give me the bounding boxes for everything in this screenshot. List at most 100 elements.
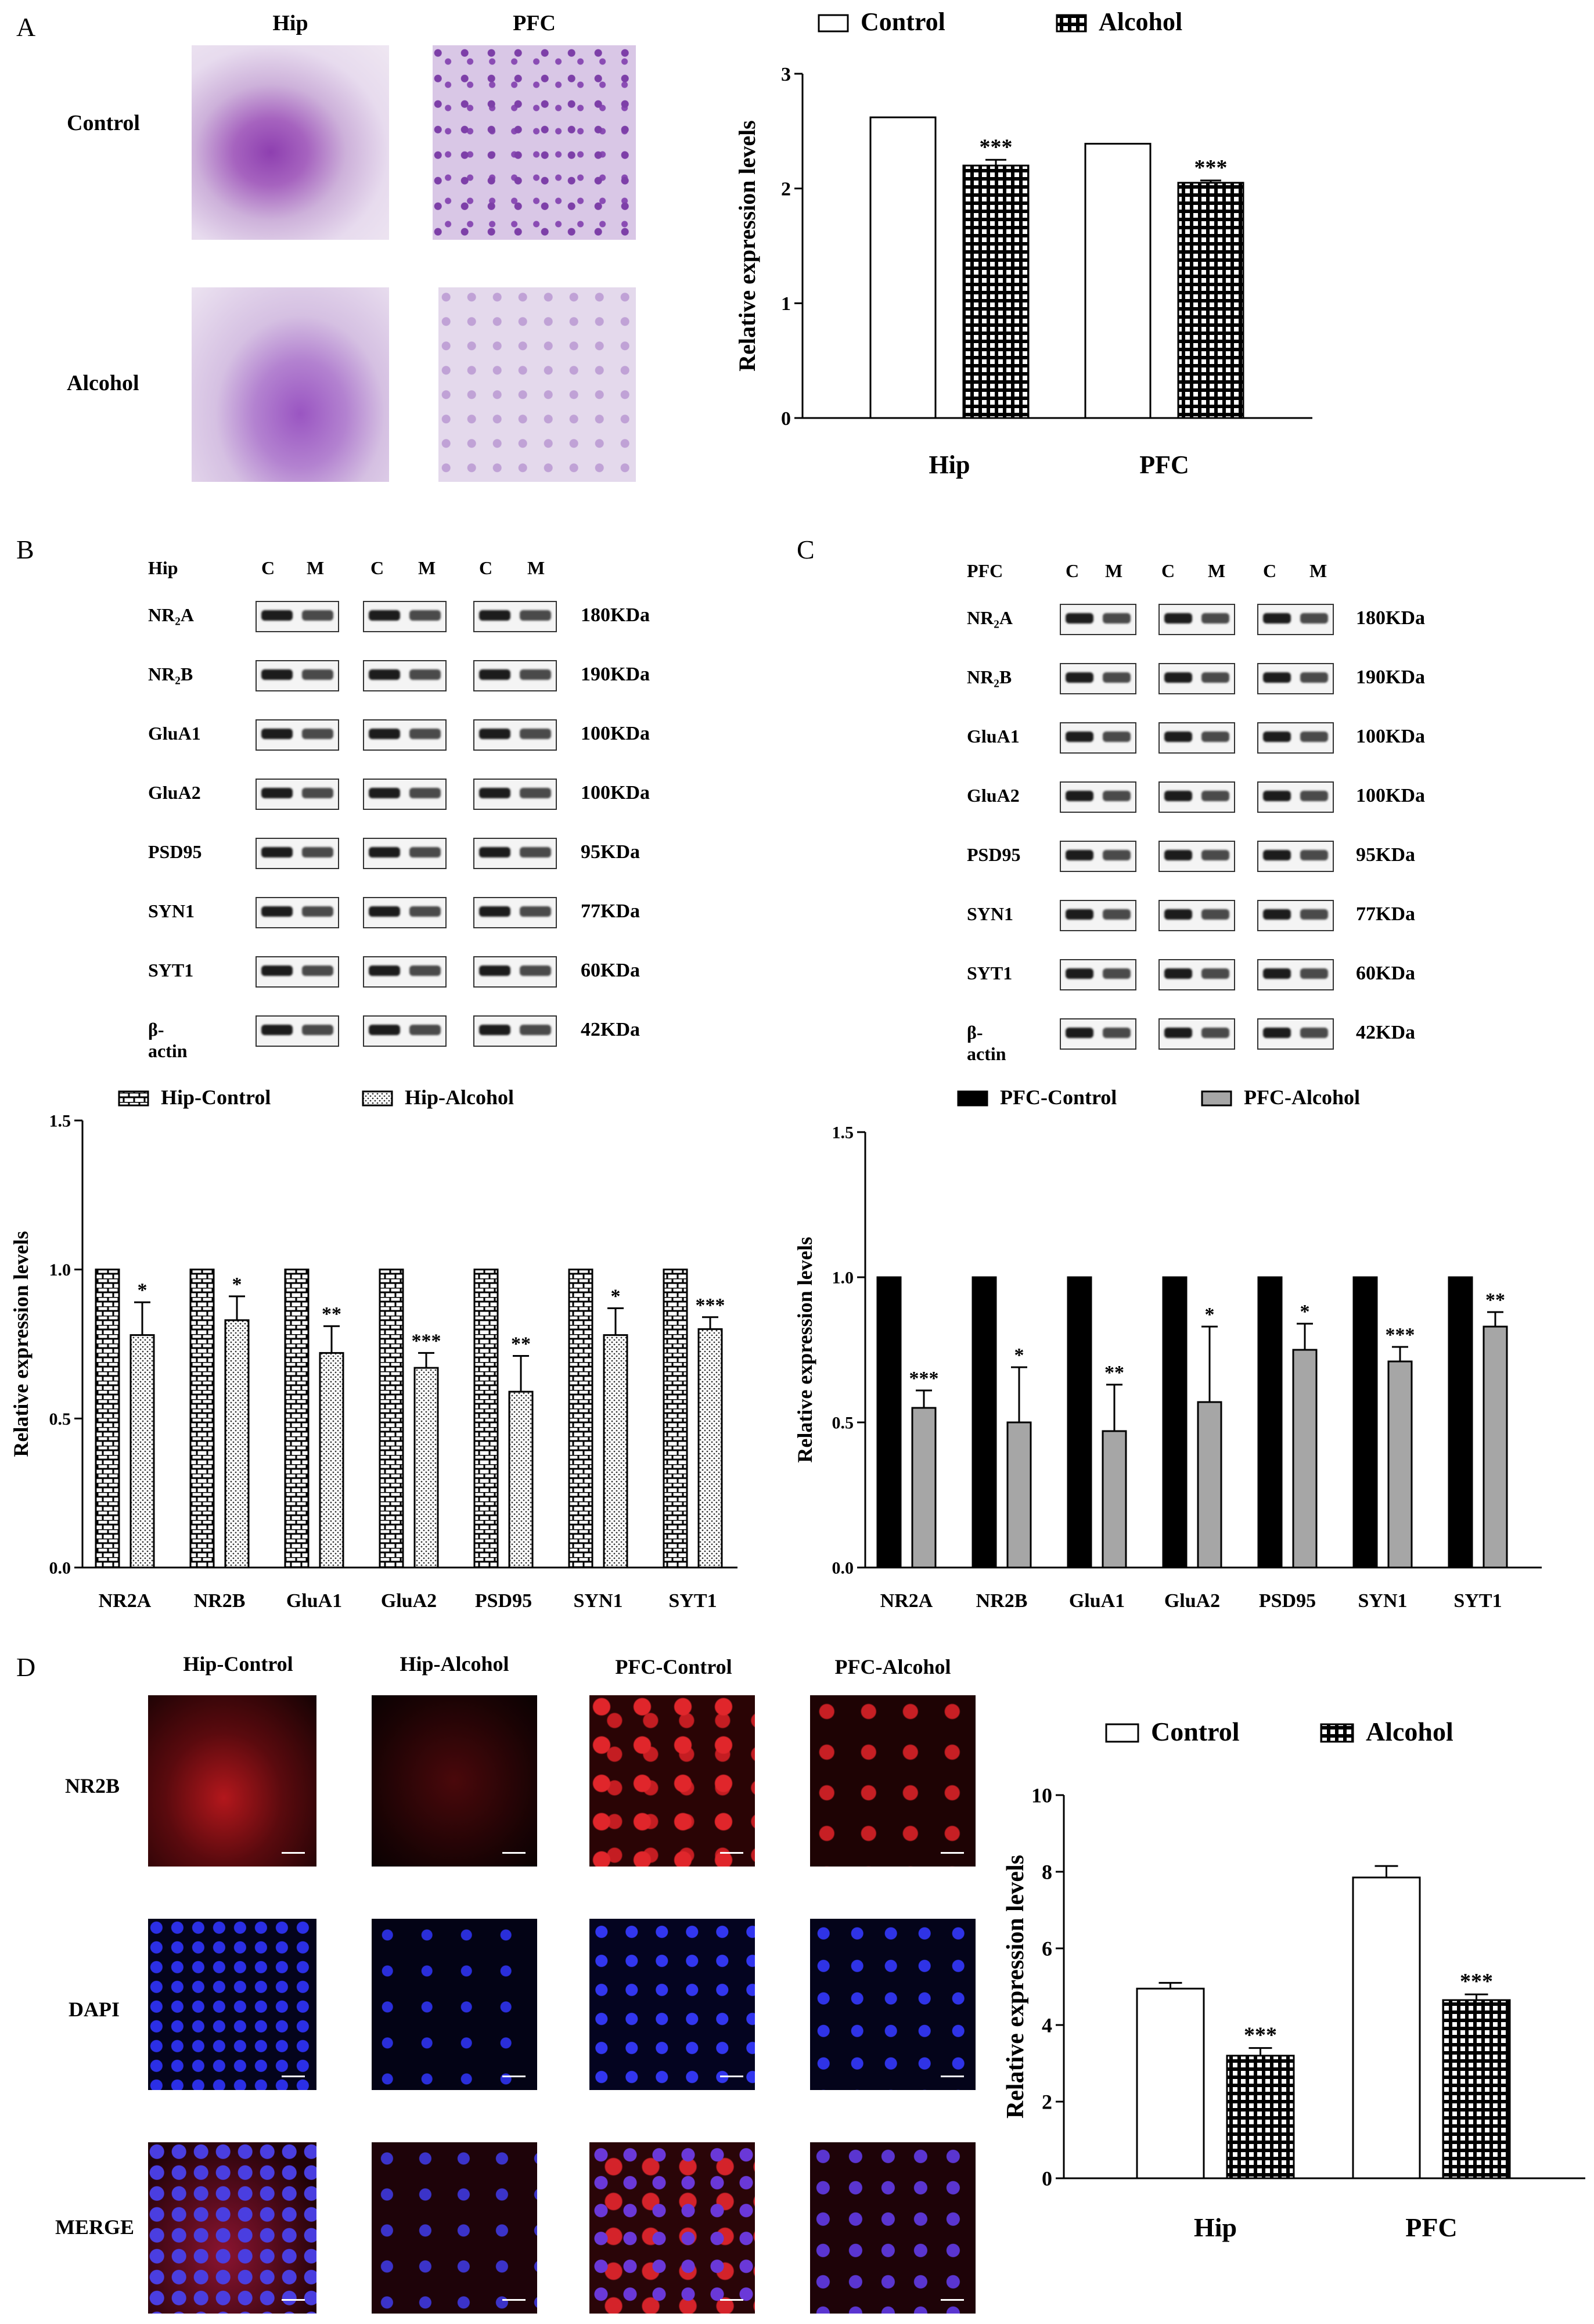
x-tick-label: SYT1 [1453, 1590, 1502, 1612]
blot-band [1164, 850, 1192, 860]
bar-pfc-alcohol [911, 1407, 937, 1569]
x-tick-label: SYT1 [668, 1590, 717, 1612]
blot-band [1201, 968, 1229, 979]
blot-protein-label: PSD95 [967, 844, 1021, 865]
lane-label: M [1105, 560, 1123, 581]
bar-hip-alcohol [603, 1334, 628, 1569]
scale-bar [282, 2076, 305, 2077]
lane-label: C [1066, 560, 1080, 581]
blot-band [1103, 968, 1131, 979]
y-tick-label: 6 [1042, 1937, 1052, 1961]
micrograph-pfc-alcohol [438, 287, 636, 482]
legend-swatch [1201, 1090, 1232, 1107]
row-label-merge: MERGE [55, 2215, 135, 2239]
significance-label: * [1300, 1301, 1310, 1323]
blot-band [261, 906, 293, 917]
blot-strip [1060, 781, 1136, 813]
row-label-alcohol: Alcohol [67, 371, 139, 395]
legend-swatch [362, 1090, 393, 1107]
x-tick-label: NR2A [99, 1590, 152, 1612]
blot-kda-label: 180KDa [581, 604, 650, 626]
bar-pfc-control [1352, 1276, 1378, 1569]
significance-label: *** [909, 1368, 939, 1389]
blot-protein-label: SYT1 [967, 963, 1013, 983]
blot-protein-label: NR₂B [148, 664, 193, 684]
blot-strip [1257, 604, 1334, 635]
blot-band [1263, 909, 1291, 920]
significance-label: * [1205, 1304, 1215, 1325]
lane-label: C [370, 557, 384, 578]
blot-band [1066, 672, 1093, 683]
legend-label: PFC-Alcohol [1244, 1086, 1360, 1109]
blot-strip [1257, 663, 1334, 694]
blot-band [409, 729, 441, 739]
blot-band [520, 1025, 551, 1035]
significance-label: ** [1485, 1289, 1505, 1311]
bar-hip-alcohol [224, 1319, 250, 1569]
y-tick-label: 2 [781, 179, 791, 200]
blot-band [369, 847, 400, 857]
bar-pfc-control [971, 1276, 997, 1569]
blot-strip [1257, 959, 1334, 990]
blot-kda-label: 60KDa [1356, 963, 1415, 984]
bar-hip-control [95, 1269, 120, 1569]
bar-hip-alcohol [129, 1334, 155, 1569]
blot-strip [1257, 841, 1334, 872]
scale-bar [502, 1852, 526, 1854]
blot-band [1201, 909, 1229, 920]
blot-band [261, 788, 293, 798]
blot-band [1263, 850, 1291, 860]
blot-band [1300, 968, 1328, 979]
x-tick-label: SYN1 [573, 1590, 623, 1612]
col-header-hip: Hip [272, 11, 308, 35]
blot-protein-label: SYN1 [967, 903, 1014, 924]
blot-band [1066, 791, 1093, 801]
blot-band [1164, 672, 1192, 683]
legend-swatch [1056, 14, 1087, 33]
y-tick-label: 8 [1042, 1861, 1052, 1884]
y-tick-label: 4 [1042, 2014, 1052, 2037]
scale-bar [941, 1852, 964, 1854]
scale-bar [502, 2299, 526, 2301]
blot-strip [1257, 722, 1334, 754]
legend-label: Control [1151, 1717, 1240, 1746]
y-tick-label: 1 [781, 293, 791, 315]
blot-strip [1060, 722, 1136, 754]
blot-band [520, 610, 551, 621]
blot-strip [473, 719, 557, 751]
fluorescence-micrograph [372, 1695, 537, 1867]
blot-strip [1060, 604, 1136, 635]
micrograph-pfc-control [433, 45, 636, 240]
lane-label: C [479, 557, 493, 578]
bar-pfc-control [1067, 1276, 1092, 1569]
fluorescence-micrograph [589, 1919, 755, 2090]
bar-control [1136, 1987, 1205, 2179]
bar-pfc-alcohol [1197, 1401, 1222, 1569]
blot-band [302, 610, 333, 621]
bar-pfc-control [1257, 1276, 1283, 1569]
blot-strip [473, 838, 557, 869]
blot-protein-label: SYT1 [148, 960, 194, 981]
significance-label: ** [511, 1334, 531, 1355]
bar-hip-alcohol [319, 1352, 344, 1569]
blot-band [302, 669, 333, 680]
scale-bar [941, 2299, 964, 2301]
lane-label: C [1161, 560, 1175, 581]
blot-band [479, 847, 510, 857]
blot-strip [1257, 781, 1334, 813]
blot-band [1300, 732, 1328, 742]
blot-band [1066, 613, 1093, 624]
blot-band [261, 847, 293, 857]
blot-band [1201, 1028, 1229, 1038]
lane-label: M [307, 557, 325, 578]
bar-control [869, 116, 937, 419]
significance-label: *** [412, 1330, 441, 1352]
blot-strip [1158, 841, 1235, 872]
y-tick-label: 0.5 [832, 1414, 854, 1433]
blot-band [369, 906, 400, 917]
blot-band [409, 1025, 441, 1035]
fluorescence-micrograph [148, 1695, 316, 1867]
bar-alcohol [962, 164, 1030, 419]
y-axis-label: Relative expression levels [1002, 1855, 1029, 2118]
x-tick-label: PSD95 [475, 1590, 532, 1612]
